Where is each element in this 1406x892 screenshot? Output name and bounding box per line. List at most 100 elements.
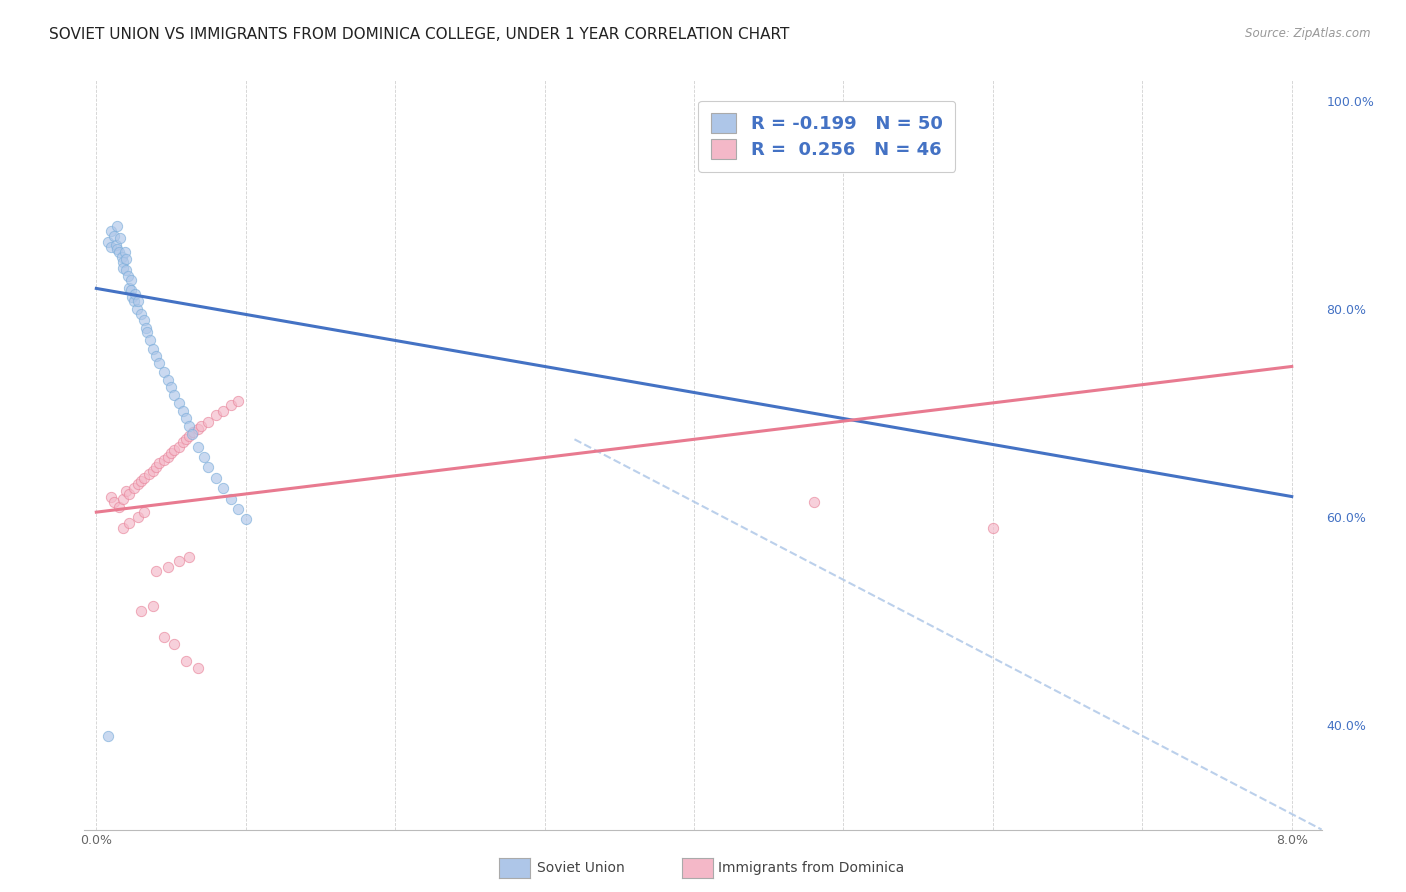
Point (134, 505, 156, 519)
Point (177, 549, 200, 564)
Text: Immigrants from Dominica: Immigrants from Dominica (718, 861, 904, 875)
Point (167, 396, 190, 410)
Point (110, 231, 132, 245)
Point (104, 237, 127, 252)
Point (145, 565, 167, 579)
Point (120, 284, 142, 298)
Point (103, 229, 125, 244)
Point (174, 411, 197, 425)
Point (157, 373, 180, 387)
Point (118, 487, 141, 501)
Point (107, 500, 129, 514)
Point (124, 286, 146, 301)
Point (219, 491, 242, 506)
Point (148, 456, 170, 470)
Point (205, 409, 228, 423)
Point (190, 418, 212, 433)
Point (100, 224, 122, 238)
Point (127, 510, 149, 524)
Text: Source: ZipAtlas.com: Source: ZipAtlas.com (1246, 27, 1371, 40)
Point (103, 494, 125, 508)
Point (115, 484, 138, 499)
Point (125, 302, 148, 317)
Point (129, 307, 152, 321)
Point (112, 491, 135, 506)
Point (127, 293, 149, 308)
Point (181, 427, 204, 442)
Point (107, 244, 129, 259)
Point (160, 380, 183, 394)
Point (148, 356, 170, 370)
Point (226, 393, 249, 408)
Point (219, 398, 242, 412)
Point (160, 446, 183, 460)
Point (981, 521, 1004, 535)
Point (212, 481, 235, 495)
Point (139, 334, 162, 348)
Point (97, 235, 120, 249)
Point (117, 268, 139, 283)
Point (187, 661, 209, 675)
Point (152, 453, 174, 467)
Point (157, 450, 180, 464)
Point (135, 321, 157, 335)
Point (174, 433, 197, 447)
Text: Soviet Union: Soviet Union (537, 861, 624, 875)
Point (142, 464, 165, 478)
Point (120, 273, 142, 287)
Point (142, 342, 165, 356)
Point (183, 425, 205, 439)
Point (167, 554, 190, 568)
Text: SOVIET UNION VS IMMIGRANTS FROM DOMINICA COLLEGE, UNDER 1 YEAR CORRELATION CHART: SOVIET UNION VS IMMIGRANTS FROM DOMINICA… (49, 27, 790, 42)
Point (163, 637, 186, 651)
Point (803, 494, 825, 508)
Point (152, 630, 174, 644)
Point (115, 252, 138, 267)
Point (118, 516, 141, 530)
Point (112, 255, 135, 269)
Point (100, 490, 122, 504)
Point (134, 312, 156, 326)
Point (172, 404, 194, 418)
Point (187, 422, 209, 436)
Point (118, 281, 141, 295)
Point (111, 250, 134, 264)
Point (177, 429, 200, 443)
Point (177, 418, 200, 433)
Point (122, 293, 145, 308)
Point (136, 325, 159, 339)
Point (145, 349, 167, 363)
Point (212, 404, 235, 418)
Point (134, 471, 156, 485)
Point (105, 242, 128, 256)
Point (138, 467, 160, 481)
Point (172, 435, 194, 450)
Point (157, 560, 180, 574)
Point (163, 387, 186, 401)
Point (145, 460, 167, 475)
Point (112, 260, 135, 275)
Point (163, 442, 186, 457)
Point (152, 365, 174, 379)
Point (129, 604, 152, 618)
Point (187, 440, 209, 454)
Point (235, 512, 257, 526)
Point (122, 481, 145, 495)
Point (97, 729, 120, 743)
Point (105, 219, 128, 233)
Point (121, 290, 143, 304)
Point (197, 460, 219, 475)
Point (112, 521, 135, 535)
Point (226, 502, 249, 516)
Point (193, 450, 215, 464)
Point (100, 240, 122, 254)
Point (127, 477, 149, 491)
Point (142, 599, 165, 613)
Point (174, 654, 197, 668)
Point (114, 244, 136, 259)
Point (167, 440, 190, 454)
Point (115, 262, 138, 277)
Point (129, 474, 152, 488)
Legend: R = -0.199   N = 50, R =  0.256   N = 46: R = -0.199 N = 50, R = 0.256 N = 46 (699, 101, 955, 172)
Point (197, 415, 219, 429)
